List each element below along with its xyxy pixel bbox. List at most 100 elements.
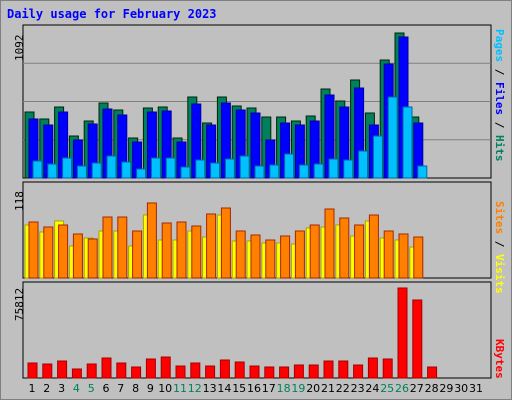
kbytes-bar-kbytes-day-11 bbox=[175, 365, 186, 379]
x-tick-label-6: 6 bbox=[102, 382, 110, 395]
x-tick-label-5: 5 bbox=[87, 382, 95, 395]
side-top-part-1: / bbox=[493, 62, 506, 82]
hits-files-pages-bar-pages-day-6 bbox=[106, 155, 117, 179]
x-tick-label-16: 16 bbox=[247, 382, 261, 395]
x-tick-label-12: 12 bbox=[187, 382, 202, 395]
x-tick-label-22: 22 bbox=[335, 382, 350, 395]
side-top-part-2: Files bbox=[493, 82, 506, 116]
side-bot-part-0: KBytes bbox=[493, 339, 506, 379]
visits-sites-bar-sites-day-16 bbox=[250, 234, 261, 279]
hits-files-pages-bar-pages-day-23 bbox=[358, 150, 369, 179]
hits-files-pages-bar-pages-day-22 bbox=[343, 159, 354, 179]
hits-files-pages-bar-pages-day-14 bbox=[224, 158, 235, 179]
x-tick-label-3: 3 bbox=[58, 382, 66, 395]
visits-sites-bar-sites-day-3 bbox=[58, 224, 69, 279]
hits-files-pages-bar-pages-day-8 bbox=[136, 168, 147, 179]
kbytes-bar-kbytes-day-1 bbox=[27, 362, 38, 379]
hits-files-pages-bar-pages-day-24 bbox=[372, 135, 383, 179]
x-tick-label-18: 18 bbox=[276, 382, 291, 395]
hits-files-pages-bar-pages-day-13 bbox=[210, 162, 221, 179]
bottom-panel-max-label: 75812 bbox=[13, 287, 26, 321]
mid-panel-legend: Sites / Visits bbox=[493, 201, 506, 294]
visits-sites-bar-sites-day-6 bbox=[102, 216, 113, 279]
kbytes-bar-kbytes-day-26 bbox=[397, 287, 408, 379]
hits-files-pages-bar-pages-day-27 bbox=[417, 165, 428, 179]
x-axis-labels: 1 2 3 4 5 6 7 8 9 10 11 12 13 14 15 16 17 18 19 20 21 22 23 24 2… bbox=[1, 382, 512, 398]
hits-files-pages-bar-pages-day-7 bbox=[121, 161, 132, 179]
visits-sites-bar-sites-day-19 bbox=[294, 230, 305, 279]
hits-files-pages-bar-pages-day-1 bbox=[32, 160, 43, 179]
x-tick-label-7: 7 bbox=[117, 382, 125, 395]
x-tick-label-20: 20 bbox=[306, 382, 321, 395]
kbytes-bar-kbytes-day-4 bbox=[71, 368, 82, 379]
hits-files-pages-bar-pages-day-10 bbox=[165, 157, 176, 179]
visits-sites-bar-sites-day-24 bbox=[368, 214, 379, 279]
hits-files-pages-bar-pages-day-4 bbox=[76, 165, 87, 179]
top-panel-legend: Pages / Files / Hits bbox=[493, 29, 506, 162]
x-tick-label-11: 11 bbox=[173, 382, 187, 395]
x-tick-label-8: 8 bbox=[132, 382, 140, 395]
x-tick-label-29: 29 bbox=[439, 382, 454, 395]
hits-files-pages-bar-pages-day-20 bbox=[313, 163, 324, 179]
kbytes-bar-kbytes-day-23 bbox=[353, 364, 364, 379]
x-tick-label-30: 30 bbox=[454, 382, 469, 395]
hits-files-pages-bar-pages-day-21 bbox=[328, 158, 339, 179]
side-mid-part-2: Visits bbox=[493, 254, 506, 294]
kbytes-bar-kbytes-day-5 bbox=[86, 363, 97, 379]
visits-sites-bar-sites-day-11 bbox=[176, 221, 187, 279]
x-tick-label-24: 24 bbox=[365, 382, 380, 395]
hits-files-pages-bar-pages-day-11 bbox=[180, 166, 191, 179]
x-tick-label-23: 23 bbox=[350, 382, 365, 395]
visits-sites-bar-sites-day-22 bbox=[339, 217, 350, 279]
x-tick-label-26: 26 bbox=[395, 382, 409, 395]
visits-sites-bar-sites-day-2 bbox=[43, 226, 54, 279]
x-tick-label-14: 14 bbox=[217, 382, 232, 395]
kbytes-bar-kbytes-day-21 bbox=[323, 360, 334, 379]
kbytes-bar-kbytes-day-14 bbox=[219, 359, 230, 379]
kbytes-bar-kbytes-day-2 bbox=[42, 363, 53, 379]
visits-sites-bar-sites-day-27 bbox=[413, 236, 424, 279]
visits-sites-bar-sites-day-21 bbox=[324, 208, 335, 279]
side-top-part-3: / bbox=[493, 115, 506, 135]
x-tick-label-25: 25 bbox=[380, 382, 395, 395]
hits-files-pages-bar-pages-day-18 bbox=[284, 153, 295, 179]
visits-sites-bar-sites-day-26 bbox=[398, 233, 409, 279]
kbytes-bar-kbytes-day-15 bbox=[234, 361, 245, 379]
visits-sites-bar-sites-day-25 bbox=[383, 230, 394, 279]
hits-files-pages-bar-pages-day-15 bbox=[239, 155, 250, 179]
x-tick-label-9: 9 bbox=[146, 382, 154, 395]
x-tick-label-31: 31 bbox=[469, 382, 483, 395]
side-top-part-4: Hits bbox=[493, 135, 506, 162]
visits-sites-bar-sites-day-12 bbox=[191, 225, 202, 279]
x-tick-label-13: 13 bbox=[202, 382, 217, 395]
x-tick-label-17: 17 bbox=[261, 382, 276, 395]
kbytes-bar-kbytes-day-19 bbox=[293, 364, 304, 379]
kbytes-bar-kbytes-day-24 bbox=[367, 357, 378, 379]
visits-sites-bar-sites-day-7 bbox=[117, 216, 128, 279]
hits-files-pages-bar-pages-day-2 bbox=[47, 163, 58, 179]
visits-sites-bar-sites-day-20 bbox=[309, 224, 320, 279]
visits-sites-bar-sites-day-9 bbox=[146, 202, 157, 279]
hits-files-pages-bar-pages-day-19 bbox=[298, 164, 309, 179]
visits-sites-bar-sites-day-18 bbox=[280, 235, 291, 279]
x-tick-label-21: 21 bbox=[321, 382, 335, 395]
visits-sites-bar-sites-day-15 bbox=[235, 230, 246, 279]
kbytes-bar-kbytes-day-27 bbox=[412, 299, 423, 379]
x-tick-label-2: 2 bbox=[43, 382, 51, 395]
hits-files-pages-bar-pages-day-26 bbox=[402, 106, 413, 179]
bottom-panel-legend: KBytes bbox=[493, 339, 506, 379]
kbytes-bar-kbytes-day-8 bbox=[131, 366, 142, 379]
kbytes-bar-kbytes-day-7 bbox=[116, 362, 127, 379]
visits-sites-bar-sites-day-5 bbox=[87, 238, 98, 279]
kbytes-bar-kbytes-day-20 bbox=[308, 364, 319, 379]
visits-sites-bar-sites-day-17 bbox=[265, 239, 276, 279]
kbytes-bar-kbytes-day-12 bbox=[190, 362, 201, 379]
chart-title: Daily usage for February 2023 bbox=[7, 7, 217, 21]
kbytes-bar-kbytes-day-22 bbox=[338, 360, 349, 379]
visits-sites-bar-sites-day-14 bbox=[220, 207, 231, 279]
hits-files-pages-bar-pages-day-17 bbox=[269, 164, 280, 179]
kbytes-bar-kbytes-day-10 bbox=[160, 356, 171, 379]
hits-files-pages-bar-pages-day-25 bbox=[387, 96, 398, 179]
